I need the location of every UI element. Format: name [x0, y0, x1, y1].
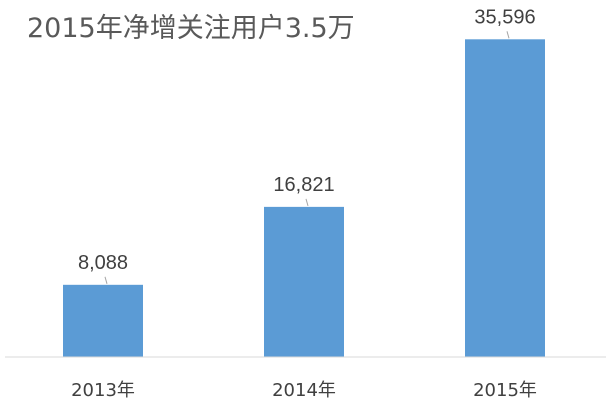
bar-1	[63, 284, 143, 357]
data-label-leader	[104, 276, 108, 284]
x-tick-label-2: 2014年	[272, 380, 336, 401]
chart-title: 2015年净增关注用户3.5万	[27, 13, 355, 44]
bar-3	[465, 39, 545, 358]
x-tick-label-3: 2015年	[473, 380, 537, 401]
data-label-leader	[506, 31, 510, 39]
data-label-1: 8,088	[78, 252, 128, 274]
x-tick-label-1: 2013年	[71, 380, 135, 401]
data-label-2: 16,821	[273, 174, 334, 196]
data-label-3: 35,596	[474, 6, 535, 28]
bar-2	[264, 206, 344, 357]
data-label-leader	[305, 198, 309, 207]
